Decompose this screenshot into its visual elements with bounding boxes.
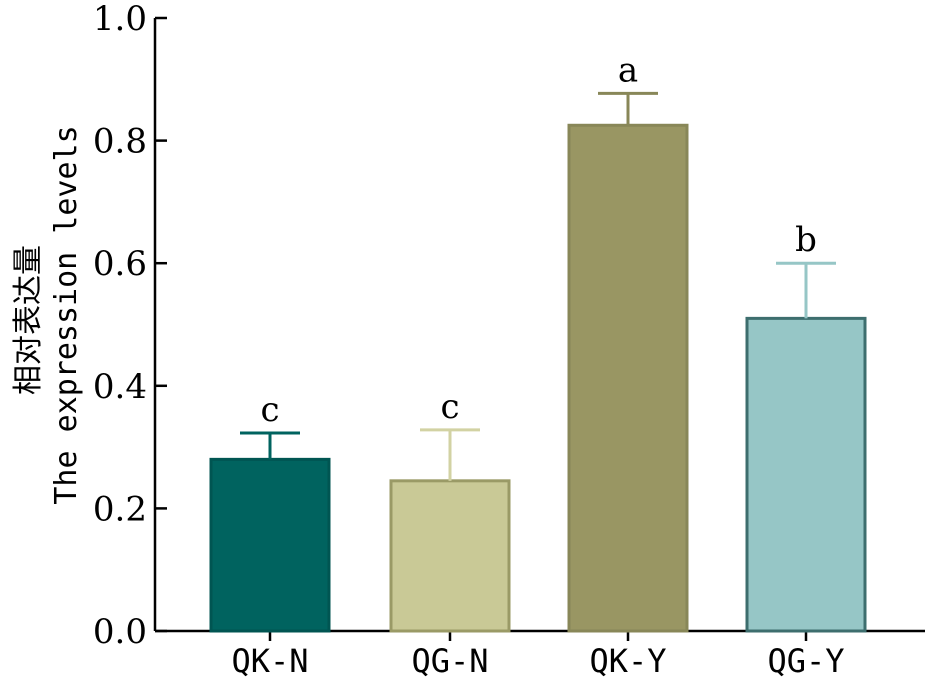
bars <box>209 123 867 633</box>
bar-qk-n <box>209 457 331 633</box>
y-axis-title-cn: 相对表达量 <box>11 245 46 395</box>
x-axis: QK-N QG-N QK-Y QG-Y <box>155 629 925 680</box>
y-tick-label: 1.0 <box>93 0 147 39</box>
bar-qg-y <box>745 316 867 633</box>
y-axis: 0.0 0.2 0.4 0.6 0.8 1.0 <box>93 0 167 652</box>
significance-label: c <box>440 387 459 427</box>
x-tick-label: QG-N <box>411 642 488 680</box>
significance-labels: c c a b <box>260 50 816 430</box>
y-tick-label: 0.4 <box>93 367 147 407</box>
x-tick-label: QG-Y <box>767 642 844 680</box>
bar-qk-y <box>567 123 689 633</box>
bar-qg-n <box>389 479 511 633</box>
y-tick-label: 0.8 <box>93 122 147 162</box>
y-axis-title-en: The expression levels <box>49 125 84 504</box>
y-tick-label: 0.6 <box>93 244 147 284</box>
significance-label: b <box>795 220 817 260</box>
significance-label: c <box>260 390 279 430</box>
y-axis-title: 相对表达量 The expression levels <box>11 125 84 504</box>
y-tick-label: 0.0 <box>93 612 147 652</box>
error-bars <box>240 91 836 481</box>
x-tick-label: QK-Y <box>589 642 666 680</box>
significance-label: a <box>618 50 638 90</box>
y-tick-label: 0.2 <box>93 489 147 529</box>
x-tick-label: QK-N <box>231 642 308 680</box>
